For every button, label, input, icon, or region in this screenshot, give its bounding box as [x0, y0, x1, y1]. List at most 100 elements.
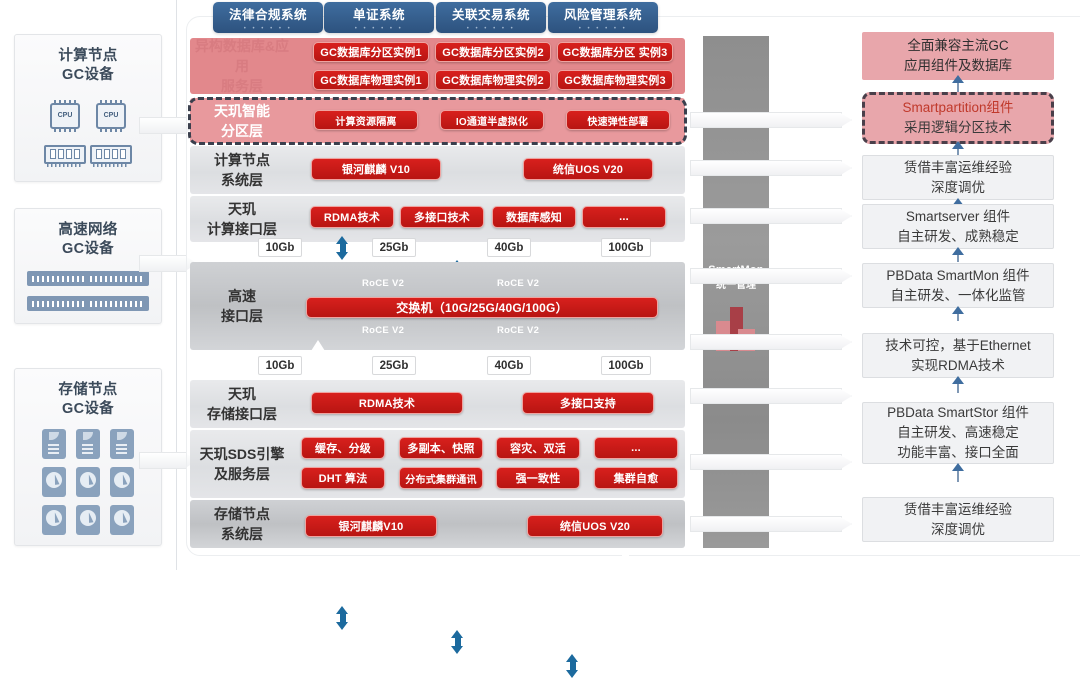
switch-icon: [27, 296, 149, 311]
smartmon-card[interactable]: PBData SmartMon 组件 自主研发、一体化监管: [862, 263, 1054, 308]
sds-chip[interactable]: ...: [594, 437, 678, 459]
ssd-icon: [42, 429, 66, 459]
sds-chip[interactable]: 多副本、快照: [399, 437, 483, 459]
top-system-label: 单证系统: [352, 7, 405, 22]
compute-if-chip[interactable]: ...: [582, 206, 666, 228]
bidirectional-arrow-icon: [336, 236, 349, 260]
smartmon-subtitle: 统一管理: [715, 280, 756, 291]
db-instance-chip[interactable]: GC数据库物理实例3: [557, 70, 673, 90]
smartstor-card[interactable]: PBData SmartStor 组件 自主研发、高速稳定 功能丰富、接口全面: [862, 402, 1054, 464]
compute-node-gc-device[interactable]: 计算节点 GC设备 CPU CPU: [14, 34, 162, 182]
bidirectional-arrow-icon: [336, 606, 349, 630]
card-line: 深度调优: [931, 179, 985, 195]
hdd-icon: [42, 505, 66, 535]
card-line: PBData SmartMon 组件: [886, 267, 1030, 283]
os-chip[interactable]: 银河麒麟 V10: [311, 158, 441, 180]
bandwidth-label: 100Gb: [601, 356, 651, 375]
connector-arrow-right-2: [690, 160, 842, 176]
partition-feature-chip[interactable]: IO通道半虚拟化: [440, 110, 544, 130]
card-line: PBData SmartStor 组件: [887, 405, 1029, 420]
sds-chip[interactable]: 分布式集群通讯: [399, 467, 483, 489]
gc-compat-card[interactable]: 全面兼容主流GC 应用组件及数据库: [862, 32, 1054, 80]
partition-feature-chip[interactable]: 快速弹性部署: [566, 110, 670, 130]
roce-label: RoCE V2: [362, 325, 405, 336]
top-system-box[interactable]: 单证系统 • • • • • •: [324, 2, 434, 33]
sds-chip[interactable]: 强一致性: [496, 467, 580, 489]
down-arrow-icon: [618, 540, 633, 570]
db-instance-chip[interactable]: GC数据库物理实例1: [313, 70, 429, 90]
top-system-sub: • • • • • •: [466, 25, 516, 32]
layer-label: 计算节点 系统层: [214, 152, 270, 188]
flow-arrow-up: [952, 306, 964, 321]
storage-node-gc-device[interactable]: 存储节点 GC设备: [14, 368, 162, 546]
card-line: 深度调优: [931, 521, 985, 537]
flow-arrow-up: [952, 376, 964, 393]
compute-if-chip[interactable]: 数据库感知: [492, 206, 576, 228]
connector-arrow-right-5: [690, 334, 842, 350]
db-instance-chip[interactable]: GC数据库分区 实例3: [557, 42, 673, 62]
bidirectional-arrow-icon: [451, 630, 464, 654]
os-chip[interactable]: 统信UOS V20: [527, 515, 663, 537]
card-line: 功能丰富、接口全面: [897, 445, 1019, 460]
top-system-box[interactable]: 风险管理系统 • • • • • •: [548, 2, 658, 33]
card-line: 自主研发、高速稳定: [897, 425, 1019, 440]
card-line: Smartserver 组件: [905, 208, 1011, 224]
top-system-label: 法律合规系统: [228, 7, 307, 22]
partition-dashed-outline: [188, 97, 687, 145]
high-speed-network-gc-device[interactable]: 高速网络 GC设备: [14, 208, 162, 324]
sds-chip[interactable]: 缓存、分级: [301, 437, 385, 459]
compute-if-chip[interactable]: 多接口技术: [400, 206, 484, 228]
sds-chip[interactable]: DHT 算法: [301, 467, 385, 489]
card-line: 赁借丰富运维经验: [904, 501, 1012, 517]
compute-if-chip[interactable]: RDMA技术: [310, 206, 394, 228]
roce-label: RoCE V2: [497, 278, 540, 289]
bandwidth-label: 10Gb: [258, 356, 302, 375]
db-instance-chip[interactable]: GC数据库分区实例1: [313, 42, 429, 62]
connector-arrow-right-3: [690, 208, 842, 224]
storage-if-chip[interactable]: RDMA技术: [311, 392, 463, 414]
connector-arrow-right-8: [690, 516, 842, 532]
hdd-icon: [110, 467, 134, 497]
card-line: Smartpartition组件: [902, 100, 1014, 115]
flow-arrow-up: [952, 247, 964, 262]
partition-feature-chip[interactable]: 计算资源隔离: [314, 110, 418, 130]
network-switch-icon: [15, 259, 161, 323]
hdd-icon: [76, 505, 100, 535]
cpu-memory-icon: CPU CPU: [15, 85, 161, 181]
bandwidth-label: 25Gb: [372, 356, 416, 375]
device-card-title: 计算节点 GC设备: [58, 48, 118, 83]
top-system-sub: • • • • • •: [243, 25, 293, 32]
rdma-ethernet-card[interactable]: 技术可控，基于Ethernet 实现RDMA技术: [862, 333, 1054, 378]
bandwidth-label: 100Gb: [601, 238, 651, 257]
smartserver-card[interactable]: Smartserver 组件 自主研发、成熟稳定: [862, 204, 1054, 249]
connector-arrow-storage: [139, 452, 187, 469]
sds-chip[interactable]: 集群自愈: [594, 467, 678, 489]
connector-arrow-compute: [139, 117, 187, 134]
os-chip[interactable]: 统信UOS V20: [523, 158, 653, 180]
storage-if-chip[interactable]: 多接口支持: [522, 392, 654, 414]
connector-arrow-right-6: [690, 388, 842, 404]
memory-icon: [90, 144, 132, 167]
db-instance-chip[interactable]: GC数据库分区实例2: [435, 42, 551, 62]
layer-label: 异构数据库&应用 服务层: [194, 38, 290, 94]
card-line: 采用逻辑分区技术: [904, 120, 1012, 135]
ops-experience-card-1[interactable]: 赁借丰富运维经验 深度调优: [862, 155, 1054, 200]
device-card-title: 存储节点 GC设备: [58, 382, 118, 417]
top-system-box[interactable]: 关联交易系统 • • • • • •: [436, 2, 546, 33]
ops-experience-card-2[interactable]: 赁借丰富运维经验 深度调优: [862, 497, 1054, 542]
roce-label: RoCE V2: [362, 278, 405, 289]
db-instance-chip[interactable]: GC数据库物理实例2: [435, 70, 551, 90]
hdd-icon: [42, 467, 66, 497]
smartpartition-card[interactable]: Smartpartition组件 采用逻辑分区技术: [862, 92, 1054, 144]
layer-label: 天玑SDS引擎 及服务层: [199, 446, 285, 482]
layer-label: 天玑智能 分区层: [214, 102, 270, 139]
os-chip[interactable]: 银河麒麟V10: [305, 515, 437, 537]
connector-arrow-right-7: [690, 454, 842, 470]
top-system-box[interactable]: 法律合规系统 • • • • • •: [213, 2, 323, 33]
card-line: 实现RDMA技术: [911, 357, 1005, 373]
sds-chip[interactable]: 容灾、双活: [496, 437, 580, 459]
up-arrow-icon: [311, 340, 326, 370]
switch-bar-chip[interactable]: 交换机（10G/25G/40G/100G）: [306, 297, 658, 318]
layer-label: 天玑 存储接口层: [207, 386, 277, 422]
switch-icon: [27, 271, 149, 286]
